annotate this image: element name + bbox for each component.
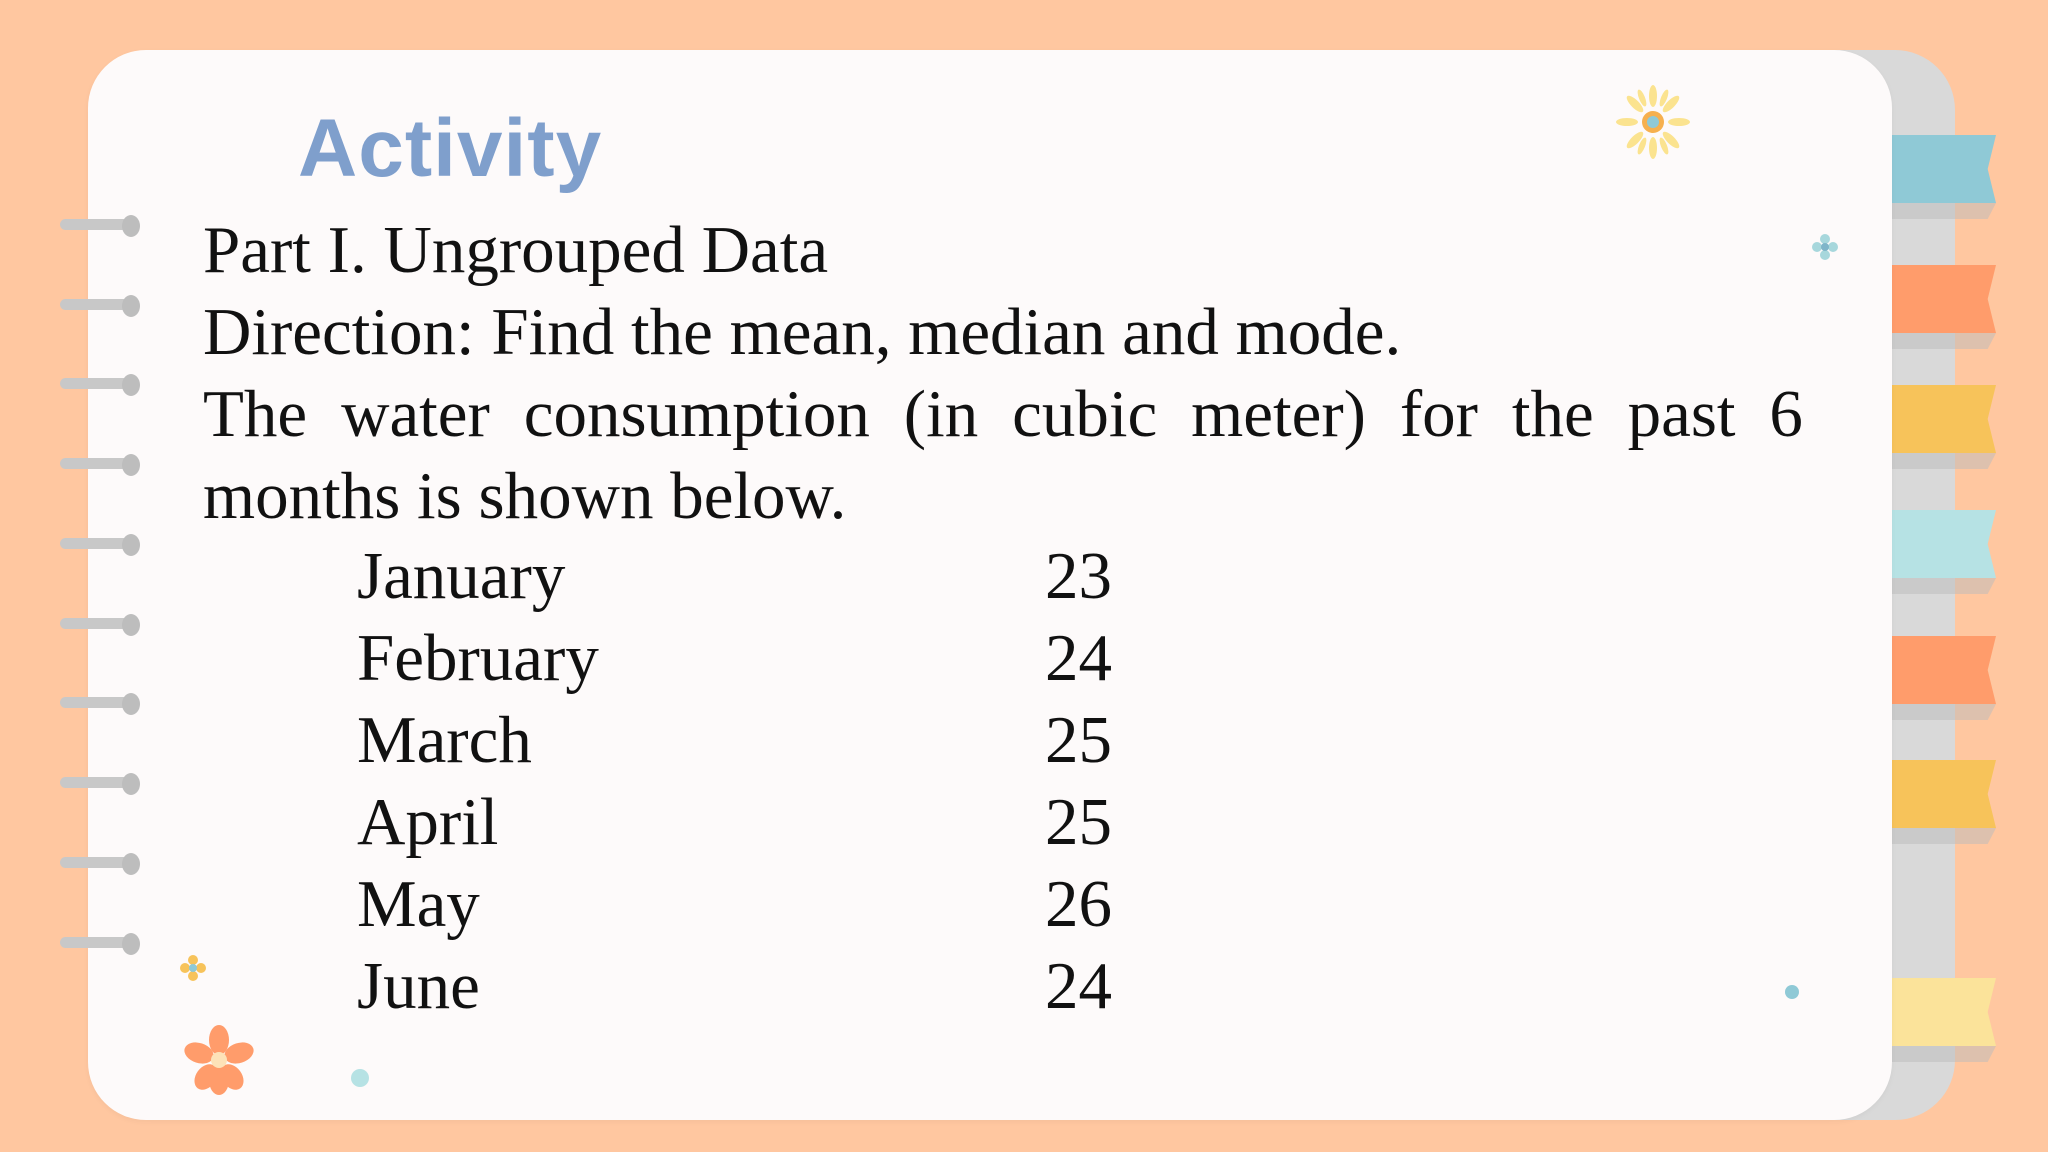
direction-text: Direction: Find the mean, median and mod… [203,295,1402,369]
small-flower-icon [1812,234,1838,260]
description-word: cubic [1012,377,1158,451]
description-word: meter) [1191,377,1366,451]
description-line-2: months is shown below. [203,459,847,533]
description-word: the [1511,377,1594,451]
month-label: February [357,621,599,695]
description-word: past [1627,377,1736,451]
spiral-ring [60,295,140,317]
spiral-ring [60,853,140,875]
month-label: June [357,949,480,1023]
month-label: January [357,539,566,613]
month-label: March [357,703,532,777]
description-word: water [341,377,490,451]
consumption-value: 24 [1045,949,1112,1023]
orange-flower-icon [184,1025,254,1095]
tab-2 [1892,265,1996,333]
consumption-value: 25 [1045,703,1112,777]
spiral-ring [60,693,140,715]
consumption-value: 23 [1045,539,1112,613]
dot-icon [351,1069,369,1087]
description-word: consumption [523,377,870,451]
tab-5 [1892,636,1996,704]
small-flower-icon [180,955,206,981]
spiral-ring [60,374,140,396]
sun-flower-icon [1616,85,1690,159]
instructions: Part I. Ungrouped Data Direction: Find t… [203,209,1803,537]
part-heading: Part I. Ungrouped Data [203,213,829,287]
tab-6 [1892,760,1996,828]
consumption-value: 26 [1045,867,1112,941]
description-word: for [1399,377,1478,451]
spiral-ring [60,773,140,795]
slide-title: Activity [298,103,603,194]
dot-icon [1785,985,1799,999]
tab-4 [1892,510,1996,578]
tab-3 [1892,385,1996,453]
month-label: April [357,785,499,859]
tab-7 [1892,978,1996,1046]
description-line-1: The water consumption (in cubic meter) f… [203,373,1803,455]
consumption-value: 25 [1045,785,1112,859]
month-label: May [357,867,480,941]
spiral-ring [60,933,140,955]
description-word: 6 [1769,377,1803,451]
spiral-ring [60,534,140,556]
notebook-card [88,50,1892,1120]
spiral-ring [60,215,140,237]
spiral-ring [60,454,140,476]
consumption-value: 24 [1045,621,1112,695]
tab-1 [1892,135,1996,203]
description-word: The [203,377,308,451]
spiral-ring [60,614,140,636]
description-word: (in [903,377,979,451]
